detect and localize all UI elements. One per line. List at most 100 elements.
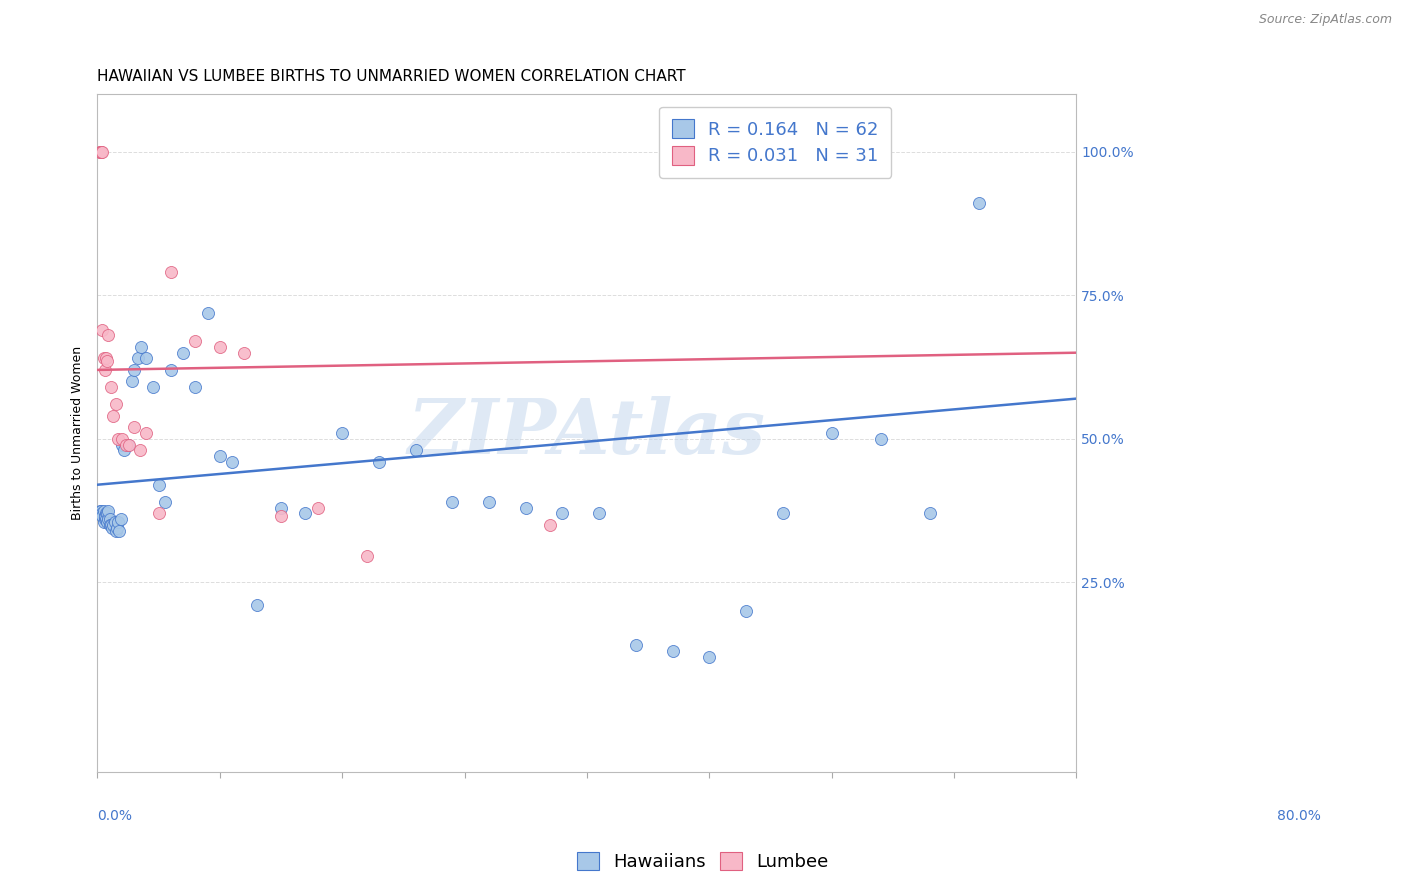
Y-axis label: Births to Unmarried Women: Births to Unmarried Women [72, 346, 84, 520]
Point [98, 517, 121, 532]
Point [330, 425, 353, 440]
Point [94, 351, 117, 366]
Point [94, 363, 117, 377]
Point [184, 380, 207, 394]
Point [96, 354, 118, 368]
Point [97, 503, 120, 517]
Point [270, 500, 292, 515]
Point [105, 521, 128, 535]
Point [538, 517, 561, 532]
Point [356, 549, 378, 564]
Point [197, 305, 219, 319]
Point [104, 524, 127, 538]
Point [405, 443, 427, 458]
Point [117, 437, 139, 451]
Point [478, 495, 501, 509]
Point [94, 509, 117, 524]
Point [148, 477, 170, 491]
Point [91, 323, 114, 337]
Text: 80.0%: 80.0% [1277, 809, 1322, 823]
Point [918, 507, 941, 521]
Point [160, 363, 183, 377]
Point [307, 500, 329, 515]
Point [661, 644, 683, 658]
Point [129, 443, 152, 458]
Point [89, 145, 111, 159]
Point [103, 517, 125, 532]
Point [107, 515, 129, 529]
Point [93, 351, 115, 366]
Point [91, 145, 114, 159]
Point [90, 145, 112, 159]
Point [208, 449, 231, 463]
Point [112, 443, 135, 458]
Point [221, 455, 243, 469]
Point [108, 524, 131, 538]
Point [103, 515, 125, 529]
Point [111, 432, 134, 446]
Legend: R = 0.164   N = 62, R = 0.031   N = 31: R = 0.164 N = 62, R = 0.031 N = 31 [659, 107, 891, 178]
Point [110, 512, 132, 526]
Point [135, 425, 157, 440]
Point [624, 639, 647, 653]
Point [98, 512, 121, 526]
Point [89, 145, 111, 159]
Point [103, 409, 125, 423]
Point [515, 500, 537, 515]
Point [184, 334, 207, 349]
Point [735, 604, 758, 618]
Point [208, 340, 231, 354]
Text: HAWAIIAN VS LUMBEE BIRTHS TO UNMARRIED WOMEN CORRELATION CHART: HAWAIIAN VS LUMBEE BIRTHS TO UNMARRIED W… [97, 69, 686, 84]
Point [160, 265, 183, 279]
Point [94, 507, 117, 521]
Text: 0.0%: 0.0% [97, 809, 132, 823]
Point [96, 507, 118, 521]
Point [294, 507, 316, 521]
Point [97, 512, 120, 526]
Point [96, 515, 118, 529]
Point [101, 521, 124, 535]
Legend: Hawaiians, Lumbee: Hawaiians, Lumbee [569, 845, 837, 879]
Point [90, 503, 112, 517]
Point [114, 437, 136, 451]
Point [821, 425, 844, 440]
Point [697, 649, 720, 664]
Point [967, 196, 990, 211]
Point [122, 420, 145, 434]
Point [441, 495, 464, 509]
Point [172, 345, 194, 359]
Point [122, 363, 145, 377]
Point [141, 380, 163, 394]
Point [135, 351, 157, 366]
Point [90, 145, 112, 159]
Point [869, 145, 891, 159]
Point [89, 503, 111, 517]
Point [97, 328, 120, 343]
Point [91, 509, 114, 524]
Point [118, 437, 141, 451]
Point [245, 599, 267, 613]
Point [111, 437, 134, 451]
Point [94, 512, 117, 526]
Point [588, 507, 610, 521]
Text: ZIPAtlas: ZIPAtlas [408, 396, 766, 470]
Point [772, 507, 794, 521]
Point [107, 432, 129, 446]
Point [127, 351, 149, 366]
Point [93, 515, 115, 529]
Point [233, 345, 256, 359]
Text: Source: ZipAtlas.com: Source: ZipAtlas.com [1258, 13, 1392, 27]
Point [148, 507, 170, 521]
Point [121, 375, 143, 389]
Point [91, 507, 114, 521]
Point [153, 495, 176, 509]
Point [100, 380, 122, 394]
Point [93, 503, 115, 517]
Point [270, 509, 292, 524]
Point [367, 455, 389, 469]
Point [94, 512, 117, 526]
Point [100, 517, 122, 532]
Point [104, 397, 127, 411]
Point [869, 432, 891, 446]
Point [131, 340, 153, 354]
